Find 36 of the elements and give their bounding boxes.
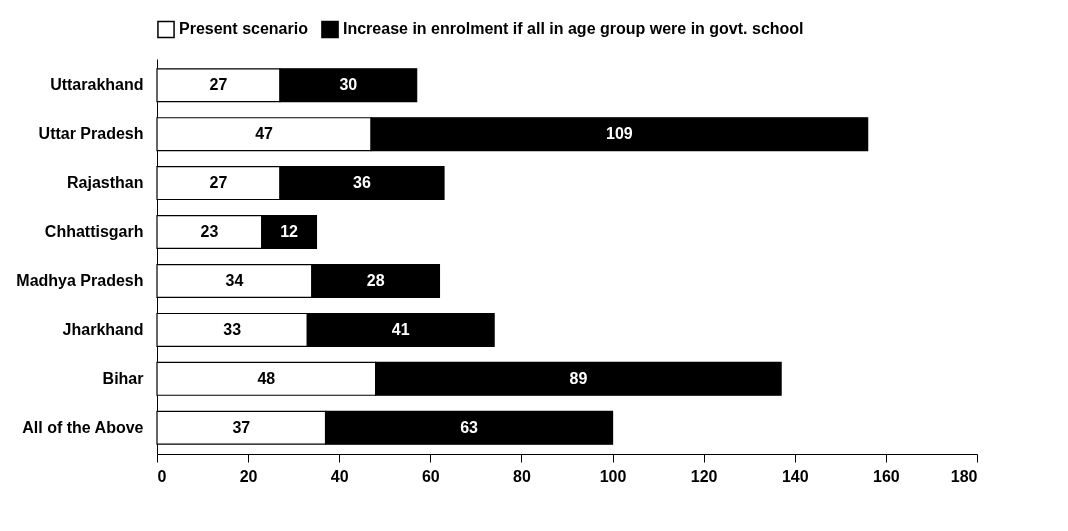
data-label: 23 [200, 223, 219, 241]
data-label: 47 [255, 125, 274, 143]
x-tick-label: 40 [330, 467, 349, 485]
y-tick-label: Rajasthan [67, 174, 144, 192]
legend-label: Increase in enrolment if all in age group were in govt. school [343, 20, 804, 38]
y-tick-label: Uttar Pradesh [38, 125, 144, 143]
x-tick-label: 60 [421, 467, 440, 485]
data-label: 37 [232, 418, 251, 436]
x-tick-label: 120 [690, 467, 718, 485]
data-label: 109 [606, 125, 633, 143]
data-label: 27 [209, 174, 228, 192]
x-tick-label: 80 [513, 467, 531, 485]
data-label: 34 [225, 271, 244, 289]
data-label: 48 [257, 369, 276, 387]
legend-label: Present scenario [179, 20, 309, 38]
x-tick-label: 20 [239, 467, 258, 485]
data-label: 12 [280, 223, 299, 241]
x-tick-label: 0 [157, 467, 167, 485]
y-tick-label: All of the Above [22, 418, 144, 436]
data-label: 89 [569, 369, 588, 387]
data-label: 33 [223, 320, 242, 338]
x-tick-label: 100 [599, 467, 627, 485]
data-label: 63 [460, 418, 479, 436]
x-tick-label: 180 [950, 467, 978, 485]
y-tick-label: Uttarakhand [50, 76, 144, 94]
y-tick-label: Bihar [102, 369, 144, 387]
x-tick-label: 160 [873, 467, 900, 485]
data-label: 41 [391, 320, 410, 338]
x-tick-label: 140 [781, 467, 809, 485]
y-tick-label: Chhattisgarh [44, 223, 144, 241]
data-label: 36 [353, 174, 371, 192]
data-label: 28 [366, 271, 385, 289]
data-label: 27 [209, 76, 228, 94]
data-label: 30 [339, 76, 358, 94]
y-tick-label: Madhya Pradesh [16, 271, 144, 289]
y-tick-label: Jharkhand [62, 320, 144, 338]
